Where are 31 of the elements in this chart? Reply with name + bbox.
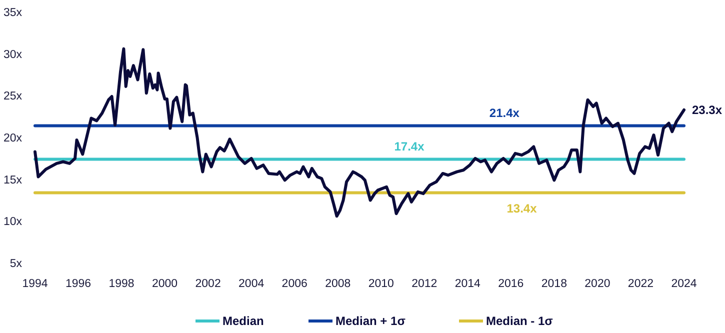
x-tick-label: 2012 [412,278,438,290]
x-tick-label: 2004 [238,278,265,290]
y-tick-label: 20x [3,132,22,145]
y-tick-label: 35x [3,7,22,20]
annotation: 17.4x [394,139,425,154]
x-tick-label: 1994 [22,278,48,290]
y-tick-label: 30x [3,48,22,61]
annotation: 13.4x [506,202,538,216]
x-tick-label: 1996 [65,278,92,290]
x-tick-label: 2010 [368,278,394,290]
x-tick-label: 2020 [584,278,610,290]
legend-label: Median [222,314,264,328]
x-tick-label: 1998 [108,278,134,290]
x-tick-label: 2022 [628,278,654,290]
x-tick-label: 2002 [195,278,221,290]
line-series [34,47,686,218]
x-tick-label: 2000 [152,278,178,290]
x-tick-label: 2024 [671,278,698,290]
y-tick-label: 5x [10,258,22,270]
x-tick-label: 2018 [541,278,567,290]
y-tick-label: 15x [3,174,22,186]
annotation: 21.4x [489,106,520,120]
y-tick-label: 25x [3,90,22,103]
annotation: 23.3x [692,103,722,118]
x-tick-label: 2006 [282,278,308,290]
y-tick-label: 10x [3,216,22,228]
x-tick-label: 2008 [325,278,351,290]
x-tick-label: 2016 [498,278,524,290]
legend-label: Median - 1σ [486,314,553,328]
legend-label: Median + 1σ [336,314,406,328]
x-tick-label: 2014 [454,278,482,290]
